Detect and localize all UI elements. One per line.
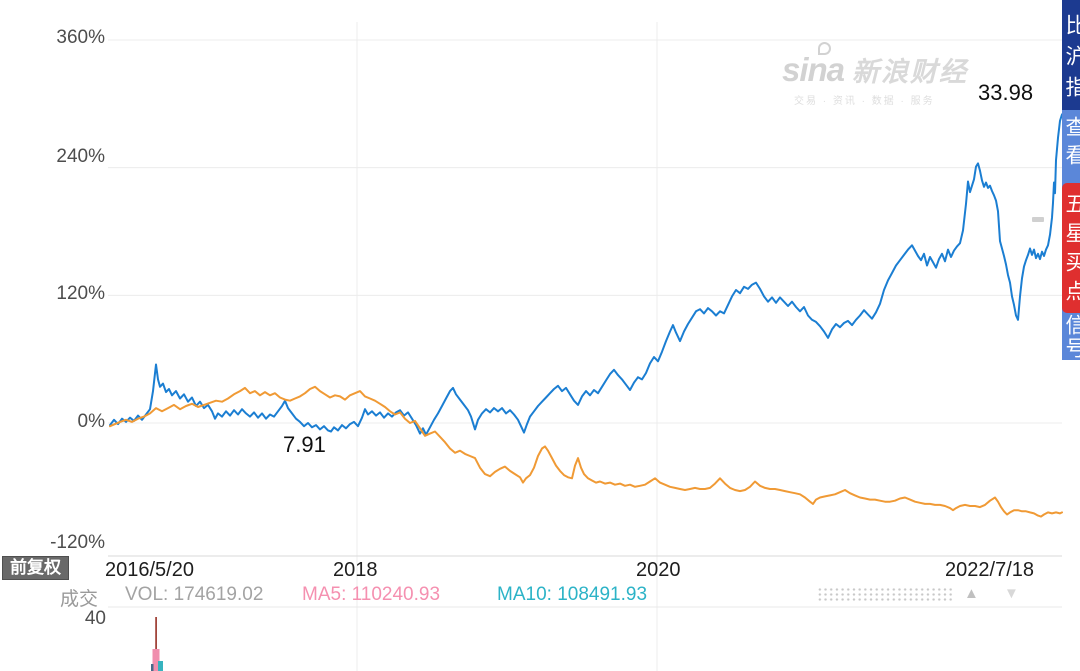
watermark-brand: 新浪财经: [852, 57, 969, 87]
volume-value: VOL: 174619.02: [125, 584, 264, 605]
zoom-out-arrow[interactable]: ▼: [1004, 585, 1019, 602]
last-value-marker: [1032, 217, 1044, 222]
x-tick-2018: 2018: [333, 559, 378, 581]
sina-eye-icon: [818, 42, 831, 55]
sidebar-view-label[interactable]: 查看: [1063, 116, 1080, 172]
watermark-tagline: 交易 · 资讯 · 数据 · 服务: [794, 96, 935, 107]
sina-watermark: sina 新浪财经 交易 · 资讯 · 数据 · 服务: [782, 42, 972, 107]
volume-y-tick: 40: [84, 608, 106, 629]
sina-logo: sina: [782, 42, 845, 89]
low-price-label: 7.91: [283, 432, 326, 457]
y-tick-360: 360%: [56, 27, 105, 48]
volume-panel-title: 成交: [60, 589, 99, 610]
volume-ma10-value: MA10: 108491.93: [497, 584, 648, 605]
sidebar-five-star-buy-badge[interactable]: 五星买点: [1062, 183, 1080, 313]
zoom-in-arrow[interactable]: ▲: [964, 585, 979, 602]
x-tick-end-date: 2022/7/18: [945, 559, 1034, 581]
volume-ma5-value: MA5: 110240.93: [302, 584, 441, 605]
sidebar-compare-index-button[interactable]: 比沪指: [1062, 0, 1080, 110]
y-tick-120: 120%: [56, 283, 105, 304]
y-tick-240: 240%: [56, 146, 105, 167]
sidebar-signal-label[interactable]: 信号: [1063, 314, 1080, 360]
latest-price-label: 33.98: [978, 80, 1034, 105]
x-tick-2020: 2020: [636, 559, 681, 581]
range-slider-handle[interactable]: [817, 587, 954, 601]
adjust-mode-badge[interactable]: 前复权: [2, 556, 69, 580]
x-tick-start-date: 2016/5/20: [105, 559, 194, 581]
y-tick-neg120: -120%: [50, 532, 105, 553]
y-tick-0: 0%: [77, 411, 105, 432]
